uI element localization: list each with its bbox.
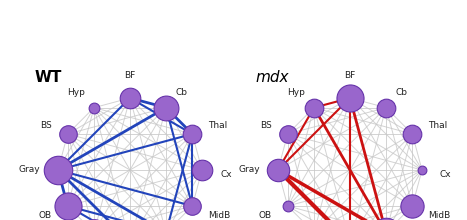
Point: [126, 96, 134, 100]
Point: [189, 132, 196, 136]
Point: [409, 204, 416, 208]
Point: [90, 106, 98, 109]
Point: [418, 168, 426, 172]
Point: [162, 106, 170, 109]
Point: [189, 204, 196, 208]
Text: mdx: mdx: [255, 70, 289, 85]
Point: [54, 168, 62, 172]
Text: MidB: MidB: [428, 211, 450, 220]
Point: [284, 132, 291, 136]
Text: Cx: Cx: [440, 170, 452, 179]
Point: [310, 106, 318, 109]
Text: Gray: Gray: [238, 165, 260, 174]
Point: [382, 106, 390, 109]
Text: Cb: Cb: [175, 88, 187, 97]
Point: [346, 96, 354, 100]
Point: [274, 168, 282, 172]
Text: Hyp: Hyp: [67, 88, 85, 97]
Point: [409, 132, 416, 136]
Text: WT: WT: [35, 70, 63, 85]
Point: [64, 204, 71, 208]
Text: BF: BF: [344, 71, 356, 80]
Text: BF: BF: [124, 71, 135, 80]
Text: Hyp: Hyp: [287, 88, 305, 97]
Text: Cx: Cx: [220, 170, 232, 179]
Text: Gray: Gray: [18, 165, 40, 174]
Text: Thal: Thal: [428, 121, 447, 130]
Text: MidB: MidB: [208, 211, 230, 220]
Text: Thal: Thal: [208, 121, 227, 130]
Text: OB: OB: [259, 211, 272, 220]
Text: BS: BS: [260, 121, 272, 130]
Point: [64, 132, 71, 136]
Text: OB: OB: [39, 211, 52, 220]
Text: Cb: Cb: [395, 88, 407, 97]
Point: [284, 204, 291, 208]
Point: [198, 168, 206, 172]
Text: BS: BS: [40, 121, 52, 130]
